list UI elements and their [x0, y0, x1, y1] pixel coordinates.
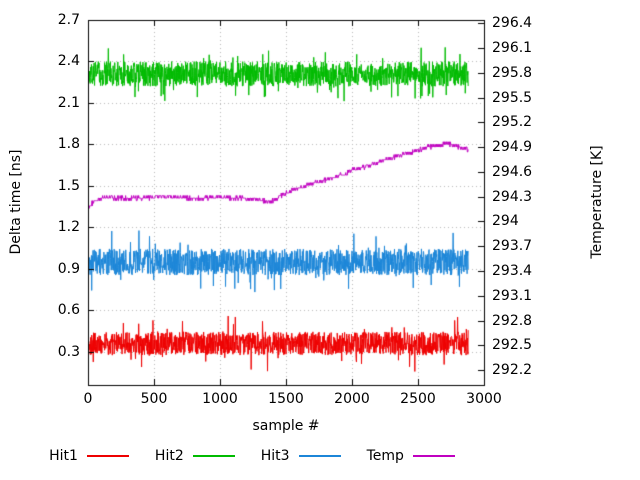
x-tick-label: 2500: [400, 391, 436, 407]
legend-line-sample: [298, 455, 341, 457]
y2-tick-label: 296.4: [492, 15, 533, 32]
legend-item-hit1: Hit1: [49, 448, 129, 464]
legend: Hit1 Hit2 Hit3 Temp: [0, 448, 504, 464]
legend-item-temp: Temp: [367, 448, 455, 464]
x-axis-label: sample #: [252, 418, 320, 434]
y2-tick-label: 293.1: [492, 287, 533, 304]
legend-line-sample: [192, 455, 235, 457]
y-tick-label: 1.2: [57, 219, 80, 236]
y2-tick-label: 294.3: [492, 188, 533, 205]
legend-item-hit2: Hit2: [155, 448, 235, 464]
legend-label: Hit3: [260, 448, 290, 464]
legend-item-hit3: Hit3: [261, 448, 341, 464]
y-tick-label: 2.7: [57, 12, 80, 28]
x-tick-label: 3000: [466, 391, 502, 407]
y2-tick-label: 294.9: [492, 139, 533, 156]
y-tick-label: 2.4: [57, 53, 80, 70]
legend-line-sample: [412, 455, 455, 457]
x-tick-label: 2000: [334, 391, 370, 407]
y-tick-label: 0.9: [57, 260, 80, 277]
y-axis-label: Delta time [ns]: [8, 149, 24, 255]
x-tick-label: 0: [83, 391, 93, 407]
y2-tick-label: 292.8: [492, 312, 533, 329]
y2-tick-label: 296.1: [492, 40, 533, 57]
y2-tick-label: 295.8: [492, 64, 533, 81]
y-tick-label: 1.5: [57, 177, 80, 194]
legend-label: Temp: [366, 448, 404, 464]
y-tick-label: 1.8: [57, 136, 80, 153]
x-tick-label: 1000: [202, 391, 238, 407]
y2-tick-label: 293.4: [492, 263, 533, 280]
y-tick-label: 0.6: [57, 302, 80, 319]
y2-tick-label: 293.7: [492, 238, 533, 255]
y2-tick-label: 292.2: [492, 362, 533, 379]
y2-tick-label: 294: [492, 213, 519, 230]
y2-axis-label: Temperature [K]: [589, 145, 605, 259]
y2-tick-label: 294.6: [492, 163, 533, 180]
legend-label: Hit1: [49, 448, 78, 464]
x-tick-label: 1500: [268, 391, 304, 407]
y2-tick-label: 292.5: [492, 337, 533, 354]
y2-tick-label: 295.2: [492, 114, 533, 131]
y-tick-label: 2.1: [57, 94, 80, 111]
x-tick-label: 500: [140, 391, 168, 407]
y-tick-label: 0.3: [57, 343, 80, 360]
legend-line-sample: [86, 455, 129, 457]
y2-tick-label: 295.5: [492, 89, 533, 106]
legend-label: Hit2: [154, 448, 184, 464]
